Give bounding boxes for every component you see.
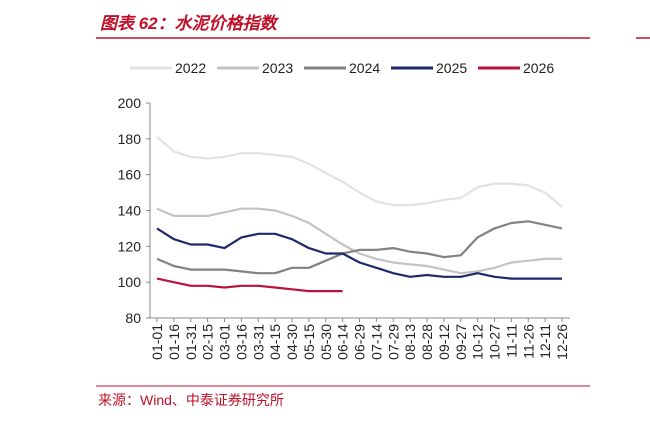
legend-label: 2022: [175, 60, 206, 76]
x-tick-label: 07-29: [385, 324, 401, 360]
x-tick-label: 04-15: [267, 324, 283, 360]
legend-label: 2024: [349, 60, 380, 76]
x-tick-label: 01-31: [183, 324, 199, 360]
y-tick-label: 160: [118, 167, 142, 183]
y-tick-label: 120: [118, 238, 142, 254]
series-line: [156, 220, 563, 275]
legend-label: 2025: [436, 60, 467, 76]
x-tick-label: 05-30: [318, 324, 334, 360]
source: 来源：Wind、中泰证券研究所: [98, 392, 284, 408]
series-line: [156, 136, 563, 208]
y-tick-label: 100: [118, 274, 142, 290]
x-tick-label: 04-30: [284, 324, 300, 360]
x-tick-label: 12-11: [537, 324, 553, 359]
x-tick-label: 09-12: [436, 324, 452, 360]
x-tick-label: 09-27: [453, 324, 469, 360]
y-tick-label: 140: [118, 203, 142, 219]
series-line: [156, 277, 343, 293]
x-tick-label: 07-14: [368, 324, 384, 360]
y-tick-label: 200: [118, 95, 142, 111]
chart-title: 图表 62：水泥价格指数: [100, 14, 280, 33]
x-tick-label: 06-29: [352, 324, 368, 360]
series-line: [156, 227, 562, 280]
legend-label: 2026: [523, 60, 554, 76]
x-tick-label: 11-26: [520, 324, 536, 359]
x-tick-label: 03-16: [233, 324, 249, 360]
x-tick-label: 03-31: [250, 324, 266, 360]
x-tick-label: 12-26: [554, 324, 570, 360]
series-line: [156, 207, 562, 275]
x-tick-label: 02-15: [200, 324, 216, 360]
x-tick-label: 08-13: [402, 324, 418, 360]
x-tick-label: 08-28: [419, 324, 435, 360]
x-tick-label: 05-15: [301, 324, 317, 360]
x-tick-label: 03-01: [217, 324, 233, 360]
x-tick-label: 06-14: [335, 324, 351, 360]
x-tick-label: 01-16: [166, 324, 182, 360]
x-tick-label: 11-11: [503, 324, 519, 358]
x-tick-label: 01-01: [149, 324, 165, 360]
x-tick-label: 10-27: [487, 324, 503, 360]
x-tick-label: 10-12: [470, 324, 486, 360]
legend-label: 2023: [262, 60, 293, 76]
y-tick-label: 80: [125, 310, 141, 326]
y-tick-label: 180: [118, 131, 142, 147]
